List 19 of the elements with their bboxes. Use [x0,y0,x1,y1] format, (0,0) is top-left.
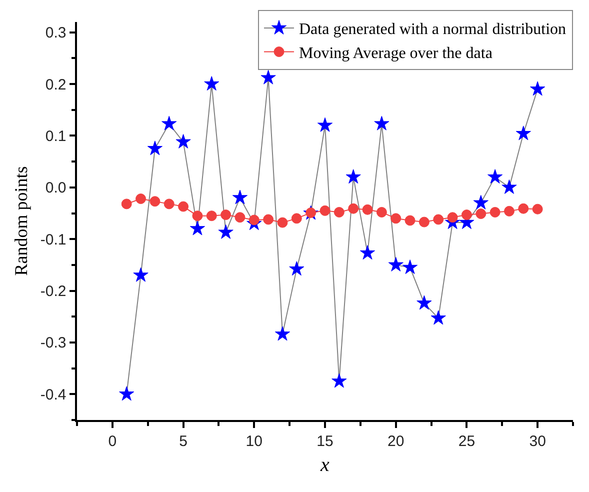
x-tick-label: 5 [179,432,188,450]
y-tick-label: 0.3 [45,24,66,42]
y-tick-label: -0.1 [40,231,66,248]
x-tick-label: 15 [316,432,334,450]
x-tick-label: 0 [108,432,117,450]
y-tick-label: 0.2 [45,76,66,94]
y-tick-label: 0.0 [45,180,66,197]
x-tick-label: 10 [246,432,262,450]
legend-label: Moving Average over the data [299,45,492,62]
y-tick-label: -0.2 [40,283,66,300]
legend-label: Data generated with a normal distribution [299,21,566,38]
x-axis-title: x [320,454,330,476]
y-tick-label: -0.4 [40,386,66,404]
x-tick-label: 20 [388,432,404,450]
y-axis-title: Random points [11,166,32,276]
y-tick-label: 0.1 [45,128,66,145]
x-tick-label: 30 [529,432,546,450]
x-tick-label: 25 [458,432,476,450]
y-tick-label: -0.3 [40,334,66,352]
